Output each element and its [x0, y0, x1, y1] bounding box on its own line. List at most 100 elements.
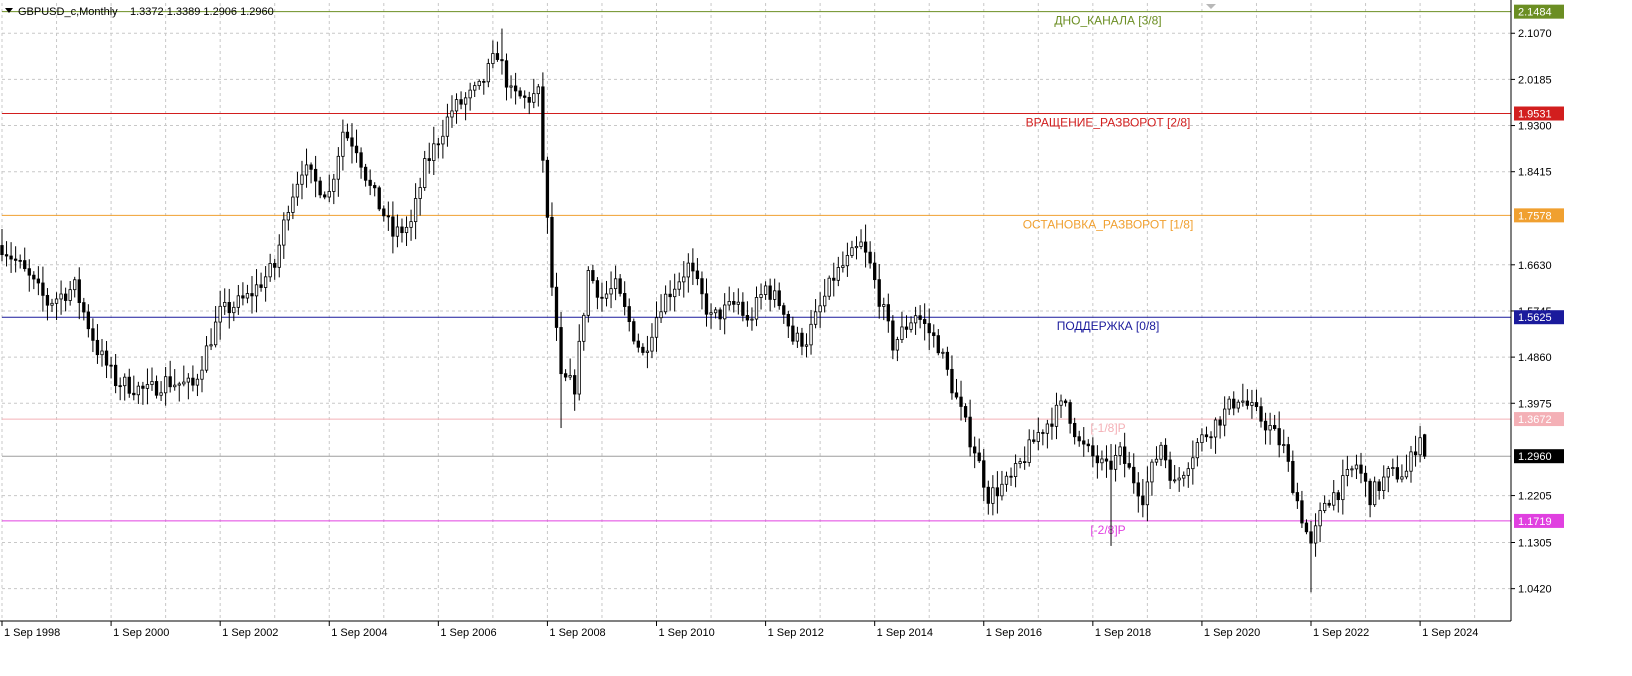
candle-body — [1209, 436, 1213, 439]
candle-body — [1050, 423, 1054, 427]
candle-body — [145, 384, 150, 389]
time-tick-label: 1 Sep 2012 — [768, 627, 824, 639]
candle-body — [232, 306, 236, 314]
candle-body — [823, 295, 827, 307]
candle-body — [241, 295, 245, 299]
candle-body — [591, 270, 595, 282]
candle-body — [568, 375, 572, 378]
candle-body — [509, 85, 513, 88]
candle-body — [550, 216, 554, 288]
candle-body — [141, 385, 145, 389]
candle-body — [100, 350, 104, 356]
candle-body — [1023, 461, 1027, 464]
candle-body — [227, 302, 231, 314]
candle-body — [245, 293, 250, 299]
candle-body — [327, 191, 331, 198]
candle-body — [1059, 400, 1063, 406]
candle-body — [1273, 425, 1277, 429]
candle-body — [1286, 444, 1290, 462]
candle-body — [1132, 466, 1136, 484]
candle-body — [1086, 443, 1090, 447]
candle-body — [136, 385, 141, 396]
candle-body — [295, 183, 300, 198]
candle-body — [536, 86, 540, 95]
candle-body — [1127, 463, 1131, 468]
candle-body — [1332, 492, 1336, 506]
shift-marker-icon[interactable] — [1206, 4, 1216, 9]
candle-body — [1063, 400, 1068, 403]
dropdown-triangle-icon[interactable] — [5, 8, 13, 13]
candle-body — [168, 376, 172, 388]
candle-body — [1045, 423, 1050, 434]
candle-body — [1327, 502, 1331, 506]
candle-body — [623, 293, 627, 307]
candle-body — [936, 335, 940, 354]
candle-body — [104, 350, 109, 366]
candle-body — [695, 270, 700, 280]
candle-body — [95, 339, 100, 356]
candle-body — [1195, 442, 1200, 459]
candle-body — [186, 377, 191, 383]
candle-body — [1345, 469, 1350, 476]
candle-body — [704, 293, 709, 315]
candle-body — [150, 381, 154, 385]
candle-body — [191, 377, 195, 386]
candle-body — [609, 288, 613, 295]
candle-body — [213, 321, 218, 346]
candle-body — [1418, 437, 1422, 456]
time-axis[interactable]: 1 Sep 1998 1 Sep 2000 1 Sep 2002 1 Sep 2004… — [1, 621, 1478, 639]
candle-body — [500, 59, 504, 62]
candle-body — [445, 116, 450, 137]
time-tick-label: 1 Sep 1998 — [4, 627, 60, 639]
level-name: [-1/8]P — [1090, 421, 1125, 435]
candle-body — [1395, 467, 1400, 480]
candle-body — [54, 298, 59, 304]
candle-body — [1004, 475, 1009, 485]
candle-body — [709, 312, 713, 315]
candle-body — [863, 241, 868, 253]
candle-body — [832, 277, 836, 281]
candle-body — [854, 246, 859, 249]
candle-body — [336, 155, 340, 180]
candle-body — [223, 302, 227, 307]
candle-body — [1018, 461, 1022, 464]
candle-body — [1300, 500, 1304, 524]
candle-body — [859, 241, 863, 247]
candle-body — [123, 376, 127, 387]
candle-body — [950, 368, 954, 394]
candle-body — [682, 276, 686, 283]
candle-body — [382, 208, 386, 217]
candle-body — [1377, 481, 1381, 491]
candle-body — [782, 305, 786, 315]
candle-body — [1363, 472, 1368, 482]
candle-body — [304, 164, 309, 176]
time-tick-label: 1 Sep 2010 — [659, 627, 715, 639]
candle-body — [1200, 434, 1204, 444]
candle-body — [1368, 480, 1372, 506]
candle-body — [563, 373, 568, 378]
time-tick-label: 1 Sep 2004 — [331, 627, 387, 639]
candle-body — [268, 263, 272, 278]
candle-body — [641, 346, 645, 353]
candle-body — [777, 290, 781, 307]
candle-body — [41, 282, 45, 296]
candle-body — [545, 159, 550, 218]
candle-body — [532, 93, 536, 103]
candle-body — [391, 216, 395, 237]
candle-body — [554, 286, 559, 328]
candle-body — [427, 158, 431, 161]
candle-body — [963, 406, 968, 418]
candle-body — [1077, 436, 1081, 442]
candle-body — [654, 317, 659, 338]
candle-body — [32, 274, 36, 280]
candle-body — [441, 135, 445, 145]
candle-body — [713, 309, 718, 314]
candle-body — [1204, 434, 1209, 438]
candle-body — [9, 255, 13, 260]
price-axis[interactable]: 2.10702.01851.93001.84151.66301.57451.48… — [1511, 4, 1564, 596]
candle-body — [73, 279, 77, 291]
level-price-box — [1514, 4, 1564, 19]
candle-body — [1186, 468, 1190, 476]
